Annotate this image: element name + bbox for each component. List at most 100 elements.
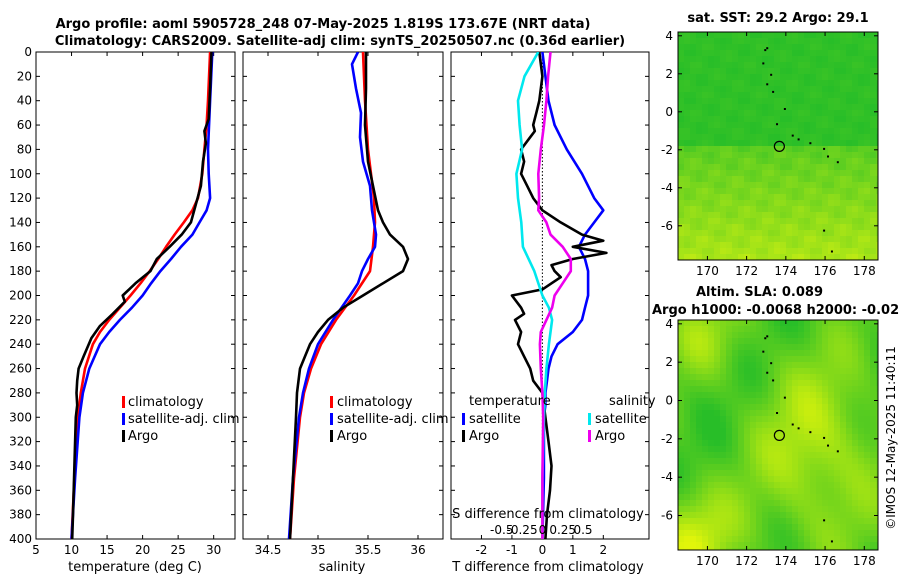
heatmap-cell <box>750 212 757 219</box>
heatmap-cell <box>738 452 745 459</box>
heatmap-cell <box>792 218 799 225</box>
heatmap-cell <box>774 344 781 351</box>
heatmap-cell <box>720 116 727 123</box>
heatmap-cell <box>876 380 878 387</box>
heatmap-cell <box>714 32 721 39</box>
heatmap-cell <box>822 374 829 381</box>
heatmap-cell <box>810 50 817 57</box>
heatmap-cell <box>732 392 739 399</box>
heatmap-cell <box>738 320 745 327</box>
heatmap-cell <box>780 56 787 63</box>
heatmap-cell <box>804 398 811 405</box>
heatmap-cell <box>702 32 709 39</box>
heatmap-cell <box>714 86 721 93</box>
heatmap-cell <box>696 494 703 501</box>
heatmap-cell <box>858 506 865 513</box>
heatmap-cell <box>678 326 685 333</box>
heatmap-cell <box>762 236 769 243</box>
heatmap-cell <box>720 62 727 69</box>
heatmap-cell <box>696 152 703 159</box>
heatmap-cell <box>726 368 733 375</box>
heatmap-cell <box>744 170 751 177</box>
heatmap-cell <box>846 326 853 333</box>
heatmap-cell <box>828 44 835 51</box>
heatmap-cell <box>846 206 853 213</box>
heatmap-cell <box>678 428 685 435</box>
heatmap-cell <box>798 524 805 531</box>
heatmap-cell <box>870 56 877 63</box>
heatmap-cell <box>756 326 763 333</box>
heatmap-cell <box>726 500 733 507</box>
heatmap-cell <box>702 140 709 147</box>
heatmap-cell <box>810 332 817 339</box>
heatmap-cell <box>840 50 847 57</box>
heatmap-cell <box>780 500 787 507</box>
heatmap-cell <box>756 434 763 441</box>
heatmap-cell <box>774 320 781 327</box>
heatmap-cell <box>870 548 877 550</box>
heatmap-cell <box>846 236 853 243</box>
heatmap-cell <box>738 128 745 135</box>
heatmap-cell <box>822 62 829 69</box>
heatmap-cell <box>870 218 877 225</box>
heatmap-cell <box>876 320 878 327</box>
heatmap-cell <box>828 374 835 381</box>
heatmap-cell <box>858 434 865 441</box>
heatmap-cell <box>768 410 775 417</box>
heatmap-cell <box>684 80 691 87</box>
heatmap-cell <box>834 224 841 231</box>
heatmap-cell <box>816 374 823 381</box>
heatmap-cell <box>720 206 727 213</box>
heatmap-cell <box>726 470 733 477</box>
difference-axes-frame <box>450 51 650 540</box>
heatmap-cell <box>786 446 793 453</box>
heatmap-cell <box>774 242 781 249</box>
heatmap-cell <box>768 254 775 260</box>
heatmap-cell <box>798 536 805 543</box>
heatmap-cell <box>726 434 733 441</box>
heatmap-cell <box>804 140 811 147</box>
heatmap-cell <box>762 38 769 45</box>
heatmap-cell <box>852 350 859 357</box>
heatmap-cell <box>822 98 829 105</box>
heatmap-cell <box>756 506 763 513</box>
heatmap-cell <box>732 506 739 513</box>
heatmap-cell <box>840 512 847 519</box>
heatmap-cell <box>678 518 685 525</box>
heatmap-cell <box>768 80 775 87</box>
heatmap-cell <box>858 488 865 495</box>
heatmap-cell <box>768 536 775 543</box>
heatmap-cell <box>696 188 703 195</box>
sla-map-frame <box>677 319 879 551</box>
heatmap-cell <box>852 218 859 225</box>
heatmap-cell <box>726 332 733 339</box>
heatmap-cell <box>852 38 859 45</box>
island <box>836 161 839 164</box>
heatmap-cell <box>846 224 853 231</box>
t-difference-xlabel: T difference from climatology <box>451 560 644 575</box>
heatmap-cell <box>720 56 727 63</box>
heatmap-cell <box>780 128 787 135</box>
heatmap-cell <box>684 152 691 159</box>
heatmap-cell <box>708 92 715 99</box>
heatmap-cell <box>798 464 805 471</box>
heatmap-cell <box>696 344 703 351</box>
heatmap-cell <box>834 164 841 171</box>
heatmap-cell <box>780 524 787 531</box>
heatmap-cell <box>708 338 715 345</box>
heatmap-cell <box>798 368 805 375</box>
heatmap-cell <box>816 194 823 201</box>
heatmap-cell <box>768 476 775 483</box>
heatmap-cell <box>684 398 691 405</box>
heatmap-cell <box>690 434 697 441</box>
heatmap-cell <box>738 176 745 183</box>
heatmap-cell <box>702 236 709 243</box>
heatmap-cell <box>828 104 835 111</box>
heatmap-cell <box>876 458 878 465</box>
heatmap-cell <box>726 524 733 531</box>
heatmap-cell <box>852 374 859 381</box>
heatmap-cell <box>762 494 769 501</box>
heatmap-cell <box>756 200 763 207</box>
heatmap-cell <box>702 110 709 117</box>
